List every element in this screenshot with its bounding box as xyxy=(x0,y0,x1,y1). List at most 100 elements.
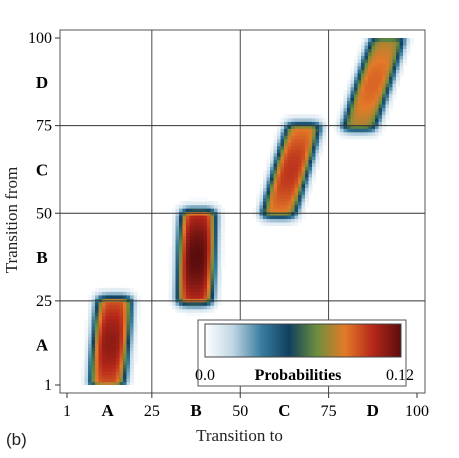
heatmap-cell xyxy=(133,326,138,331)
heatmap-cell xyxy=(116,343,121,348)
heatmap-cell xyxy=(98,374,103,379)
heatmap-cell xyxy=(116,374,121,379)
heatmap-cell xyxy=(270,214,275,220)
heatmap-cell xyxy=(102,381,107,385)
heatmap-cell xyxy=(189,287,194,292)
heatmap-cell xyxy=(305,152,310,157)
heatmap-cell xyxy=(210,270,215,275)
heatmap-cell xyxy=(357,131,362,136)
heatmap-cell xyxy=(91,294,96,299)
heatmap-cell xyxy=(284,187,289,192)
heatmap-cell xyxy=(392,69,397,74)
heatmap-cell xyxy=(263,176,268,181)
heatmap-cell xyxy=(361,44,366,50)
heatmap-cell xyxy=(389,83,394,88)
heatmap-cell xyxy=(137,315,142,320)
heatmap-cell xyxy=(123,336,128,341)
heatmap-cell xyxy=(105,308,110,313)
heatmap-cell xyxy=(315,166,320,171)
heatmap-cell xyxy=(396,41,401,46)
heatmap-cell xyxy=(186,249,191,254)
heatmap-cell xyxy=(200,228,205,233)
heatmap-cell xyxy=(179,291,184,296)
heatmap-cell xyxy=(298,128,303,133)
heatmap-cell xyxy=(319,149,324,154)
heatmap-cell xyxy=(406,41,411,46)
heatmap-cell xyxy=(130,312,135,317)
heatmap-cell xyxy=(196,253,201,258)
heatmap-cell xyxy=(116,364,121,369)
heatmap-cell xyxy=(105,339,110,344)
heatmap-cell xyxy=(287,214,292,220)
heatmap-cell xyxy=(102,350,107,355)
heatmap-cell xyxy=(102,291,107,296)
heatmap-cell xyxy=(91,291,96,296)
heatmap-cell xyxy=(217,253,222,258)
heatmap-cell xyxy=(193,260,198,265)
heatmap-cell xyxy=(382,93,387,98)
heatmap-cell xyxy=(350,72,355,77)
heatmap-cell xyxy=(291,152,296,157)
heatmap-cell xyxy=(259,201,264,206)
heatmap-cell xyxy=(399,58,404,63)
heatmap-cell xyxy=(389,58,394,63)
heatmap-cell xyxy=(336,121,341,126)
heatmap-cell xyxy=(203,201,208,206)
heatmap-cell xyxy=(284,155,289,161)
heatmap-cell xyxy=(382,72,387,77)
heatmap-cell xyxy=(368,76,373,81)
heatmap-cell xyxy=(116,291,121,296)
heatmap-cell xyxy=(305,131,310,136)
heatmap-cell xyxy=(287,149,292,154)
heatmap-cell xyxy=(364,117,369,122)
heatmap-cell xyxy=(168,294,173,299)
heatmap-cell xyxy=(221,256,226,261)
heatmap-cell xyxy=(291,214,296,220)
heatmap-cell xyxy=(175,228,180,233)
heatmap-cell xyxy=(133,291,138,296)
heatmap-cell xyxy=(315,145,320,150)
heatmap-cell xyxy=(389,86,394,91)
heatmap-cell xyxy=(172,228,177,233)
heatmap-cell xyxy=(385,58,390,63)
heatmap-cell xyxy=(301,131,306,136)
heatmap-cell xyxy=(305,128,310,133)
heatmap-cell xyxy=(175,294,180,299)
heatmap-cell xyxy=(109,326,114,331)
heatmap-cell xyxy=(308,169,313,174)
heatmap-cell xyxy=(371,72,376,77)
heatmap-cell xyxy=(385,117,390,122)
heatmap-cell xyxy=(375,90,380,95)
heatmap-cell xyxy=(221,208,226,213)
heatmap-cell xyxy=(189,301,194,306)
heatmap-cell xyxy=(277,135,282,140)
heatmap-cell xyxy=(207,277,212,282)
heatmap-cell xyxy=(266,183,271,188)
heatmap-cell xyxy=(88,308,93,313)
heatmap-cell xyxy=(252,214,257,220)
heatmap-cell xyxy=(105,371,110,376)
heatmap-cell xyxy=(280,218,285,223)
heatmap-cell xyxy=(389,96,394,102)
heatmap-cell xyxy=(123,301,128,306)
heatmap-cell xyxy=(196,294,201,299)
heatmap-cell xyxy=(112,353,117,358)
heatmap-cell xyxy=(364,135,369,140)
heatmap-cell xyxy=(221,221,226,226)
heatmap-cell xyxy=(193,305,198,310)
heatmap-cell xyxy=(126,332,131,338)
heatmap-cell xyxy=(294,214,299,220)
heatmap-cell xyxy=(88,339,93,344)
heatmap-cell xyxy=(196,263,201,268)
heatmap-cell xyxy=(347,135,352,140)
heatmap-cell xyxy=(308,149,313,154)
heatmap-cell xyxy=(182,204,187,209)
heatmap-cell xyxy=(172,291,177,296)
heatmap-cell xyxy=(189,298,194,303)
heatmap-cell xyxy=(193,263,198,268)
heatmap-cell xyxy=(196,256,201,261)
heatmap-cell xyxy=(130,350,135,355)
heatmap-cell xyxy=(126,353,131,358)
heatmap-cell xyxy=(371,55,376,60)
heatmap-cell xyxy=(182,280,187,285)
